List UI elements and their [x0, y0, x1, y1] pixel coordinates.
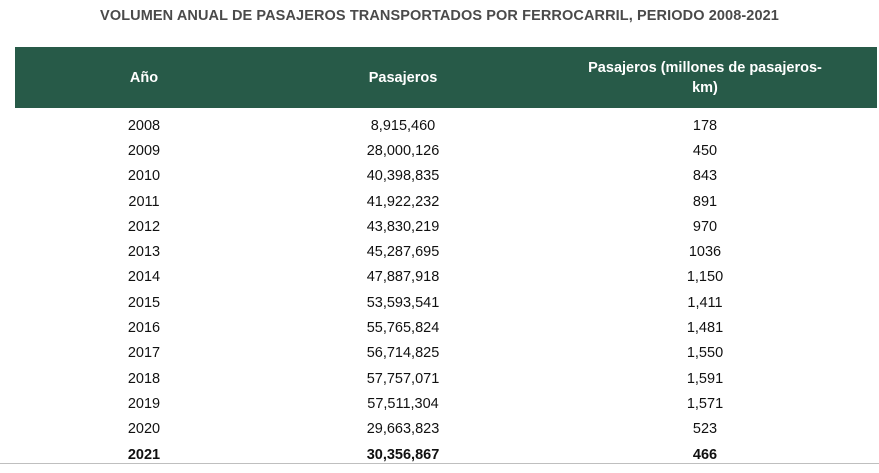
table-row: 2013 45,287,695 1036	[15, 239, 877, 264]
table-row: 2019 57,511,304 1,571	[15, 391, 877, 416]
cell-passenger-km: 178	[692, 117, 718, 134]
cell-year: 2008	[127, 117, 161, 134]
cell-passengers: 53,593,541	[366, 294, 440, 311]
table-row: 2017 56,714,825 1,550	[15, 341, 877, 366]
table-row: 2011 41,922,232 891	[15, 189, 877, 214]
header-passenger-km-line1: Pasajeros (millones de pasajeros-	[588, 59, 822, 76]
table-row: 2018 57,757,071 1,591	[15, 366, 877, 391]
header-passenger-km: Pasajeros (millones de pasajeros- km)	[533, 58, 877, 98]
cell-year: 2020	[127, 421, 161, 438]
cell-passenger-km: 1036	[688, 244, 722, 261]
cell-passengers: 41,922,232	[366, 193, 440, 210]
cell-passengers: 57,511,304	[367, 395, 439, 412]
cell-year: 2019	[127, 395, 161, 412]
table-header: Año Pasajeros Pasajeros (millones de pas…	[15, 47, 877, 108]
cell-passenger-km: 523	[692, 421, 718, 438]
cell-passenger-km: 843	[692, 168, 718, 185]
table-row: 2008 8,915,460 178	[15, 113, 877, 138]
table-row: 2020 29,663,823 523	[15, 417, 877, 442]
cell-year: 2011	[128, 193, 160, 210]
table-row: 2009 28,000,126 450	[15, 138, 877, 163]
table-row: 2016 55,765,824 1,481	[15, 315, 877, 340]
cell-passenger-km: 1,150	[686, 269, 724, 286]
cell-passengers: 57,757,071	[366, 370, 440, 387]
cell-passenger-km: 1,550	[686, 345, 724, 362]
table-bottom-border	[0, 463, 879, 464]
cell-passenger-km: 450	[692, 142, 718, 159]
cell-year: 2021	[127, 446, 161, 463]
table-row: 2012 43,830,219 970	[15, 214, 877, 239]
cell-passengers: 8,915,460	[370, 117, 436, 134]
cell-year: 2010	[127, 168, 161, 185]
header-passenger-km-line2: km)	[692, 79, 718, 96]
cell-passengers: 56,714,825	[366, 345, 440, 362]
cell-year: 2013	[127, 244, 161, 261]
cell-year: 2016	[127, 320, 161, 337]
table-row: 2015 53,593,541 1,411	[15, 290, 877, 315]
cell-passenger-km: 1,571	[686, 395, 724, 412]
cell-passengers: 55,765,824	[366, 320, 440, 337]
cell-passenger-km: 1,591	[686, 370, 724, 387]
table-row-total: 2021 30,356,867 466	[15, 442, 877, 467]
table-row: 2010 40,398,835 843	[15, 164, 877, 189]
cell-passengers: 45,287,695	[366, 244, 440, 261]
cell-passengers: 30,356,867	[366, 446, 440, 463]
cell-passenger-km: 1,411	[687, 294, 723, 311]
cell-passengers: 29,663,823	[366, 421, 440, 438]
cell-year: 2015	[127, 294, 161, 311]
cell-passenger-km: 891	[692, 193, 718, 210]
cell-year: 2009	[127, 142, 161, 159]
cell-passengers: 40,398,835	[366, 168, 440, 185]
page-title: VOLUMEN ANUAL DE PASAJEROS TRANSPORTADOS…	[100, 8, 779, 24]
cell-passenger-km: 1,481	[686, 320, 724, 337]
cell-year: 2018	[127, 370, 161, 387]
cell-passengers: 28,000,126	[366, 142, 440, 159]
header-passengers: Pasajeros	[368, 69, 438, 86]
cell-year: 2014	[127, 269, 161, 286]
header-year: Año	[129, 69, 159, 86]
cell-passengers: 47,887,918	[366, 269, 440, 286]
table-body: 2008 8,915,460 178 2009 28,000,126 450 2…	[15, 108, 877, 467]
passenger-table: Año Pasajeros Pasajeros (millones de pas…	[15, 47, 877, 467]
cell-year: 2012	[127, 218, 161, 235]
cell-year: 2017	[127, 345, 161, 362]
cell-passengers: 43,830,219	[366, 218, 440, 235]
cell-passenger-km: 466	[692, 446, 718, 463]
cell-passenger-km: 970	[692, 218, 718, 235]
table-row: 2014 47,887,918 1,150	[15, 265, 877, 290]
